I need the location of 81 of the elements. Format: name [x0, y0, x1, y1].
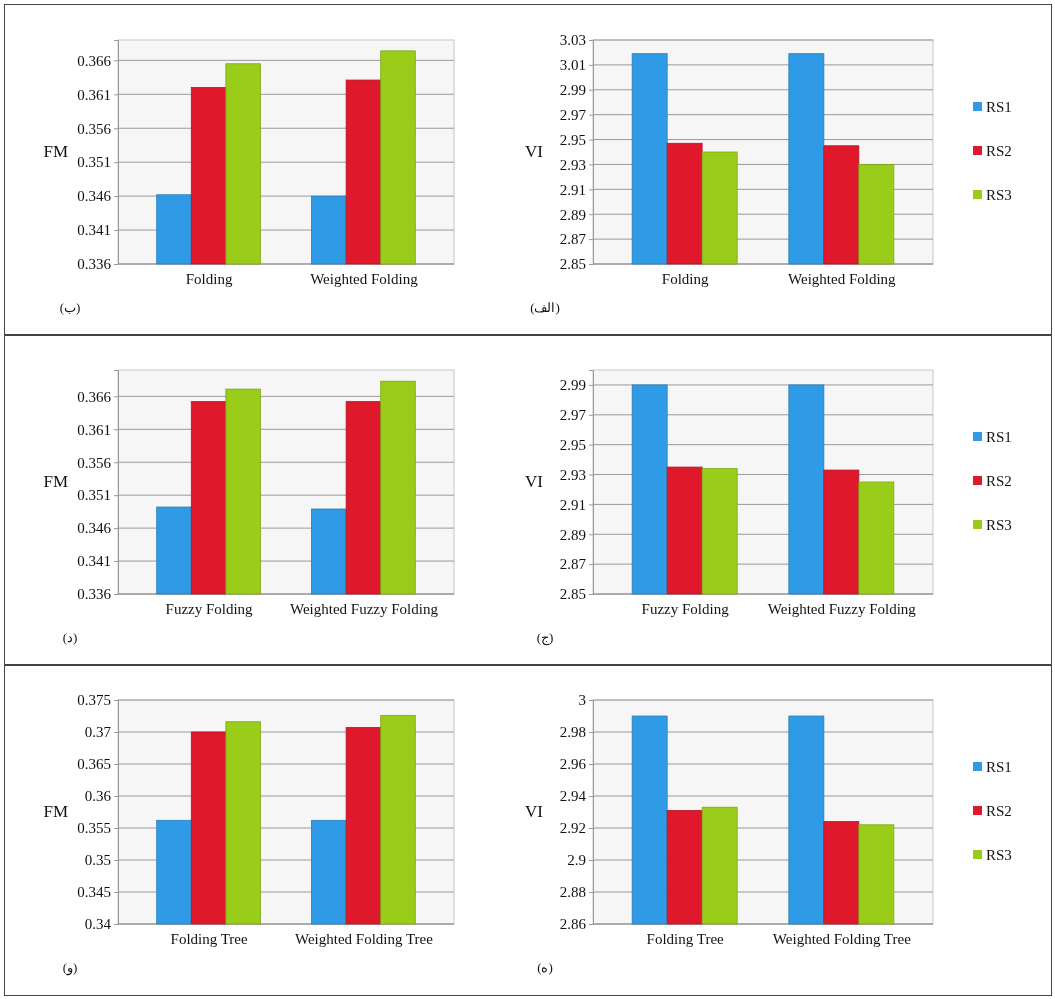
y-tick-label: 2.97: [559, 106, 587, 123]
x-tick-label: Weighted Fuzzy Folding: [289, 601, 439, 617]
y-tick-label: 0.361: [77, 421, 111, 438]
y-tick-label: 0.346: [77, 188, 112, 205]
y-tick-label: 2.92: [559, 820, 586, 837]
legend-label: RS3: [986, 847, 1012, 863]
y-tick-label: 2.87: [559, 231, 587, 248]
y-tick-label: 2.87: [559, 556, 587, 573]
y-axis-title: VI: [525, 472, 544, 491]
x-tick-label: Fuzzy Folding: [641, 601, 730, 617]
x-tick-label: Folding Tree: [170, 931, 248, 947]
y-tick-label: 0.346: [77, 520, 112, 537]
y-tick-label: 3.01: [559, 57, 586, 74]
x-tick-label: Folding: [661, 271, 709, 287]
text: (الف): [530, 300, 560, 315]
y-tick-label: 2.97: [559, 407, 587, 424]
y-axis-title: FM: [43, 802, 68, 821]
legend-label: RS1: [986, 99, 1012, 115]
y-tick-label: 2.86: [559, 916, 587, 933]
y-tick-label: 2.91: [559, 496, 586, 513]
y-tick-label: 2.94: [559, 788, 587, 805]
x-tick-label: Weighted Folding: [310, 271, 419, 287]
text: (ج): [536, 630, 554, 646]
y-tick-label: 0.341: [77, 222, 111, 239]
x-tick-label: Weighted Folding Tree: [772, 931, 912, 947]
y-tick-label: 0.356: [77, 454, 112, 471]
x-tick-label: Weighted Folding: [788, 271, 897, 287]
y-axis-title: VI: [525, 142, 544, 161]
y-tick-label: 2.88: [559, 884, 586, 901]
x-tick-label: Weighted Folding Tree: [294, 931, 434, 947]
y-tick-label: 2.85: [559, 256, 586, 273]
legend-label: RS3: [986, 187, 1012, 203]
y-tick-label: 2.98: [559, 724, 586, 741]
y-tick-label: 2.93: [559, 156, 586, 173]
y-tick-label: 0.345: [77, 884, 111, 901]
x-tick-label: Fuzzy Folding: [165, 601, 254, 617]
y-tick-label: 0.336: [77, 586, 112, 603]
y-tick-label: 2.93: [559, 466, 586, 483]
y-tick-label: 0.351: [77, 154, 111, 171]
y-tick-label: 0.355: [77, 820, 111, 837]
y-tick-label: 2.95: [559, 436, 586, 453]
y-tick-label: 0.361: [77, 86, 111, 103]
x-tick-label: Weighted Fuzzy Folding: [767, 601, 917, 617]
legend-label: RS1: [986, 429, 1012, 445]
y-tick-label: 0.341: [77, 553, 111, 570]
y-tick-label: 2.99: [559, 82, 586, 99]
y-tick-label: 0.356: [77, 120, 112, 137]
legend-label: RS1: [986, 759, 1012, 775]
text: (ب): [59, 300, 81, 315]
legend-label: RS2: [986, 803, 1012, 819]
y-tick-label: 0.37: [84, 724, 112, 741]
legend-label: RS2: [986, 143, 1012, 159]
y-tick-label: 2.89: [559, 526, 586, 543]
legend-label: RS2: [986, 473, 1012, 489]
y-tick-label: 2.96: [559, 756, 587, 773]
y-tick-label: 3.03: [559, 32, 586, 49]
y-tick-label: 3: [578, 692, 586, 709]
y-tick-label: 0.366: [77, 52, 112, 69]
text: (ه): [537, 960, 553, 975]
y-tick-label: 0.35: [84, 852, 111, 869]
y-tick-label: 0.366: [77, 388, 112, 405]
y-tick-label: 2.91: [559, 181, 586, 198]
x-tick-label: Folding Tree: [646, 931, 725, 947]
y-tick-label: 0.36: [84, 788, 112, 805]
y-axis-title: FM: [43, 472, 68, 491]
text: (و): [62, 960, 78, 976]
y-tick-label: 2.89: [559, 206, 586, 223]
y-tick-label: 0.351: [77, 487, 111, 504]
x-tick-label: Folding: [185, 271, 233, 287]
y-axis-title: VI: [525, 802, 544, 821]
y-tick-label: 0.365: [77, 756, 111, 773]
y-tick-label: 2.95: [559, 131, 586, 148]
legend-label: RS3: [986, 517, 1012, 533]
text: (د): [62, 630, 78, 645]
y-tick-label: 2.9: [567, 852, 586, 869]
y-tick-label: 0.34: [84, 916, 112, 933]
y-tick-label: 2.99: [559, 377, 586, 394]
y-tick-label: 0.375: [77, 692, 111, 709]
y-axis-title: FM: [43, 142, 68, 161]
y-tick-label: 2.85: [559, 586, 586, 603]
y-tick-label: 0.336: [77, 256, 112, 273]
